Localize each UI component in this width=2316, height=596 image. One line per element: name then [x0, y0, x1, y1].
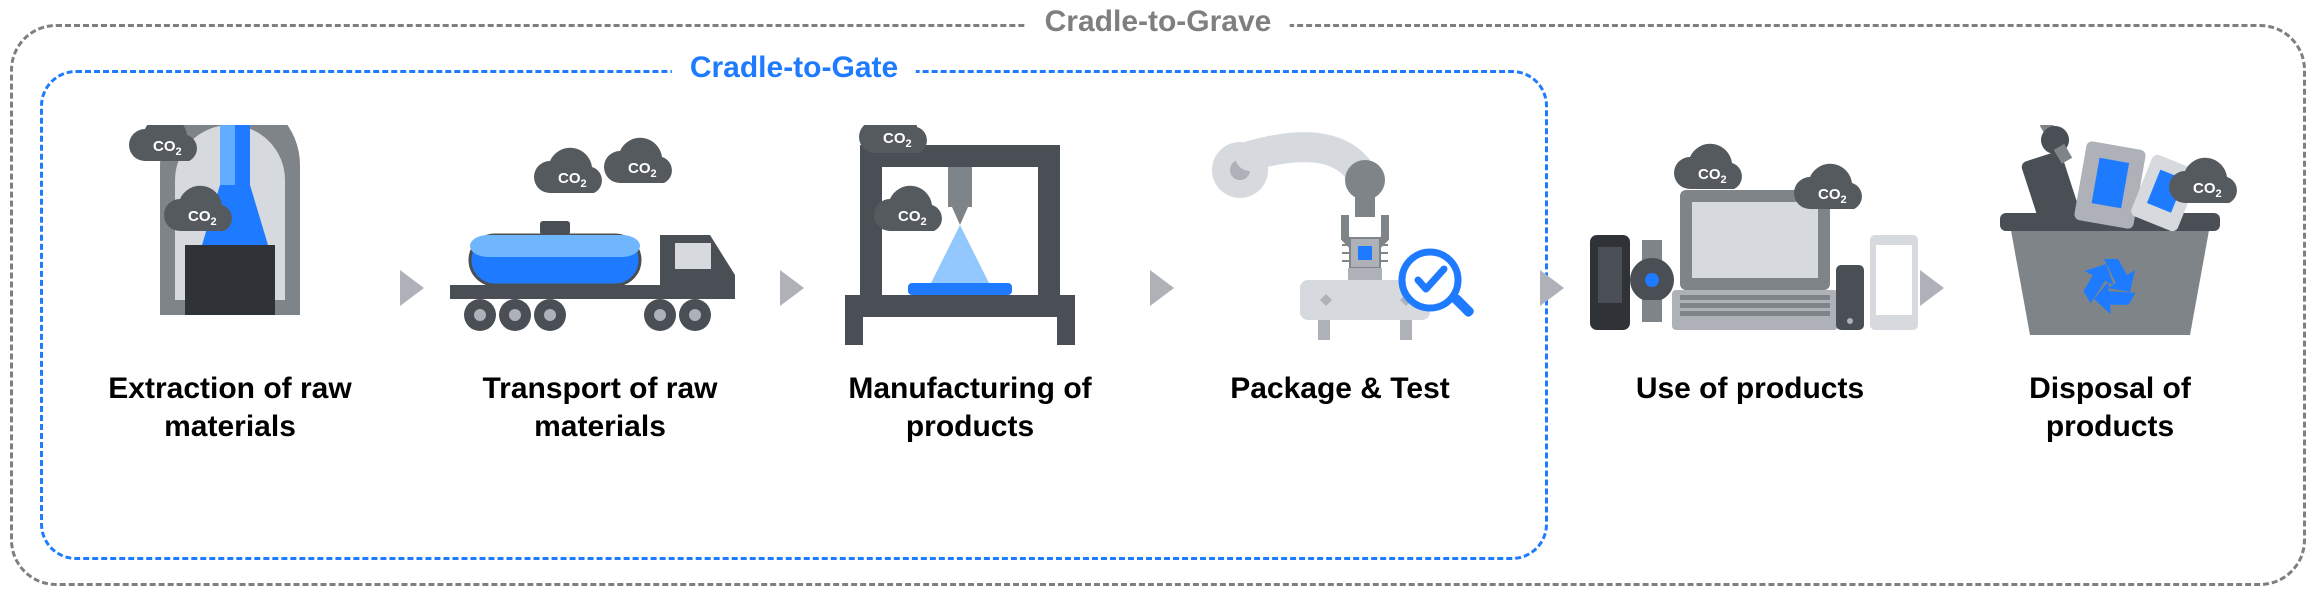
stage-extraction: CO2 CO2 Extraction of raw materials — [60, 110, 400, 445]
flow-arrow-icon — [1540, 270, 1564, 306]
use-icon: CO2 CO2 — [1580, 110, 1920, 370]
stage-label: Package & Test — [1170, 370, 1510, 408]
stage-label: Extraction of raw materials — [60, 370, 400, 445]
stage-label: Manufacturing of products — [800, 370, 1140, 445]
package-test-icon — [1170, 110, 1510, 370]
stage-package-test: Package & Test — [1170, 110, 1510, 408]
lifecycle-diagram: Cradle-to-Grave Cradle-to-Gate CO — [0, 0, 2316, 596]
disposal-icon: CO2 — [1940, 110, 2280, 370]
cradle-to-gate-label: Cradle-to-Gate — [672, 51, 916, 85]
stage-label: Use of products — [1580, 370, 1920, 408]
stage-label: Disposal of products — [1940, 370, 2280, 445]
stage-manufacturing: CO2 CO2 Manufacturing of products — [800, 110, 1140, 445]
stage-disposal: CO2 Disposal of products — [1940, 110, 2280, 445]
cradle-to-grave-label: Cradle-to-Grave — [1027, 5, 1290, 39]
stage-label: Transport of raw materials — [430, 370, 770, 445]
extraction-icon: CO2 CO2 — [60, 110, 400, 370]
flow-arrow-icon — [400, 270, 424, 306]
manufacturing-icon: CO2 CO2 — [800, 110, 1140, 370]
stage-transport: CO2 CO2 Transport of raw materials — [430, 110, 770, 445]
stage-use: CO2 CO2 Use of products — [1580, 110, 1920, 408]
transport-icon: CO2 CO2 — [430, 110, 770, 370]
